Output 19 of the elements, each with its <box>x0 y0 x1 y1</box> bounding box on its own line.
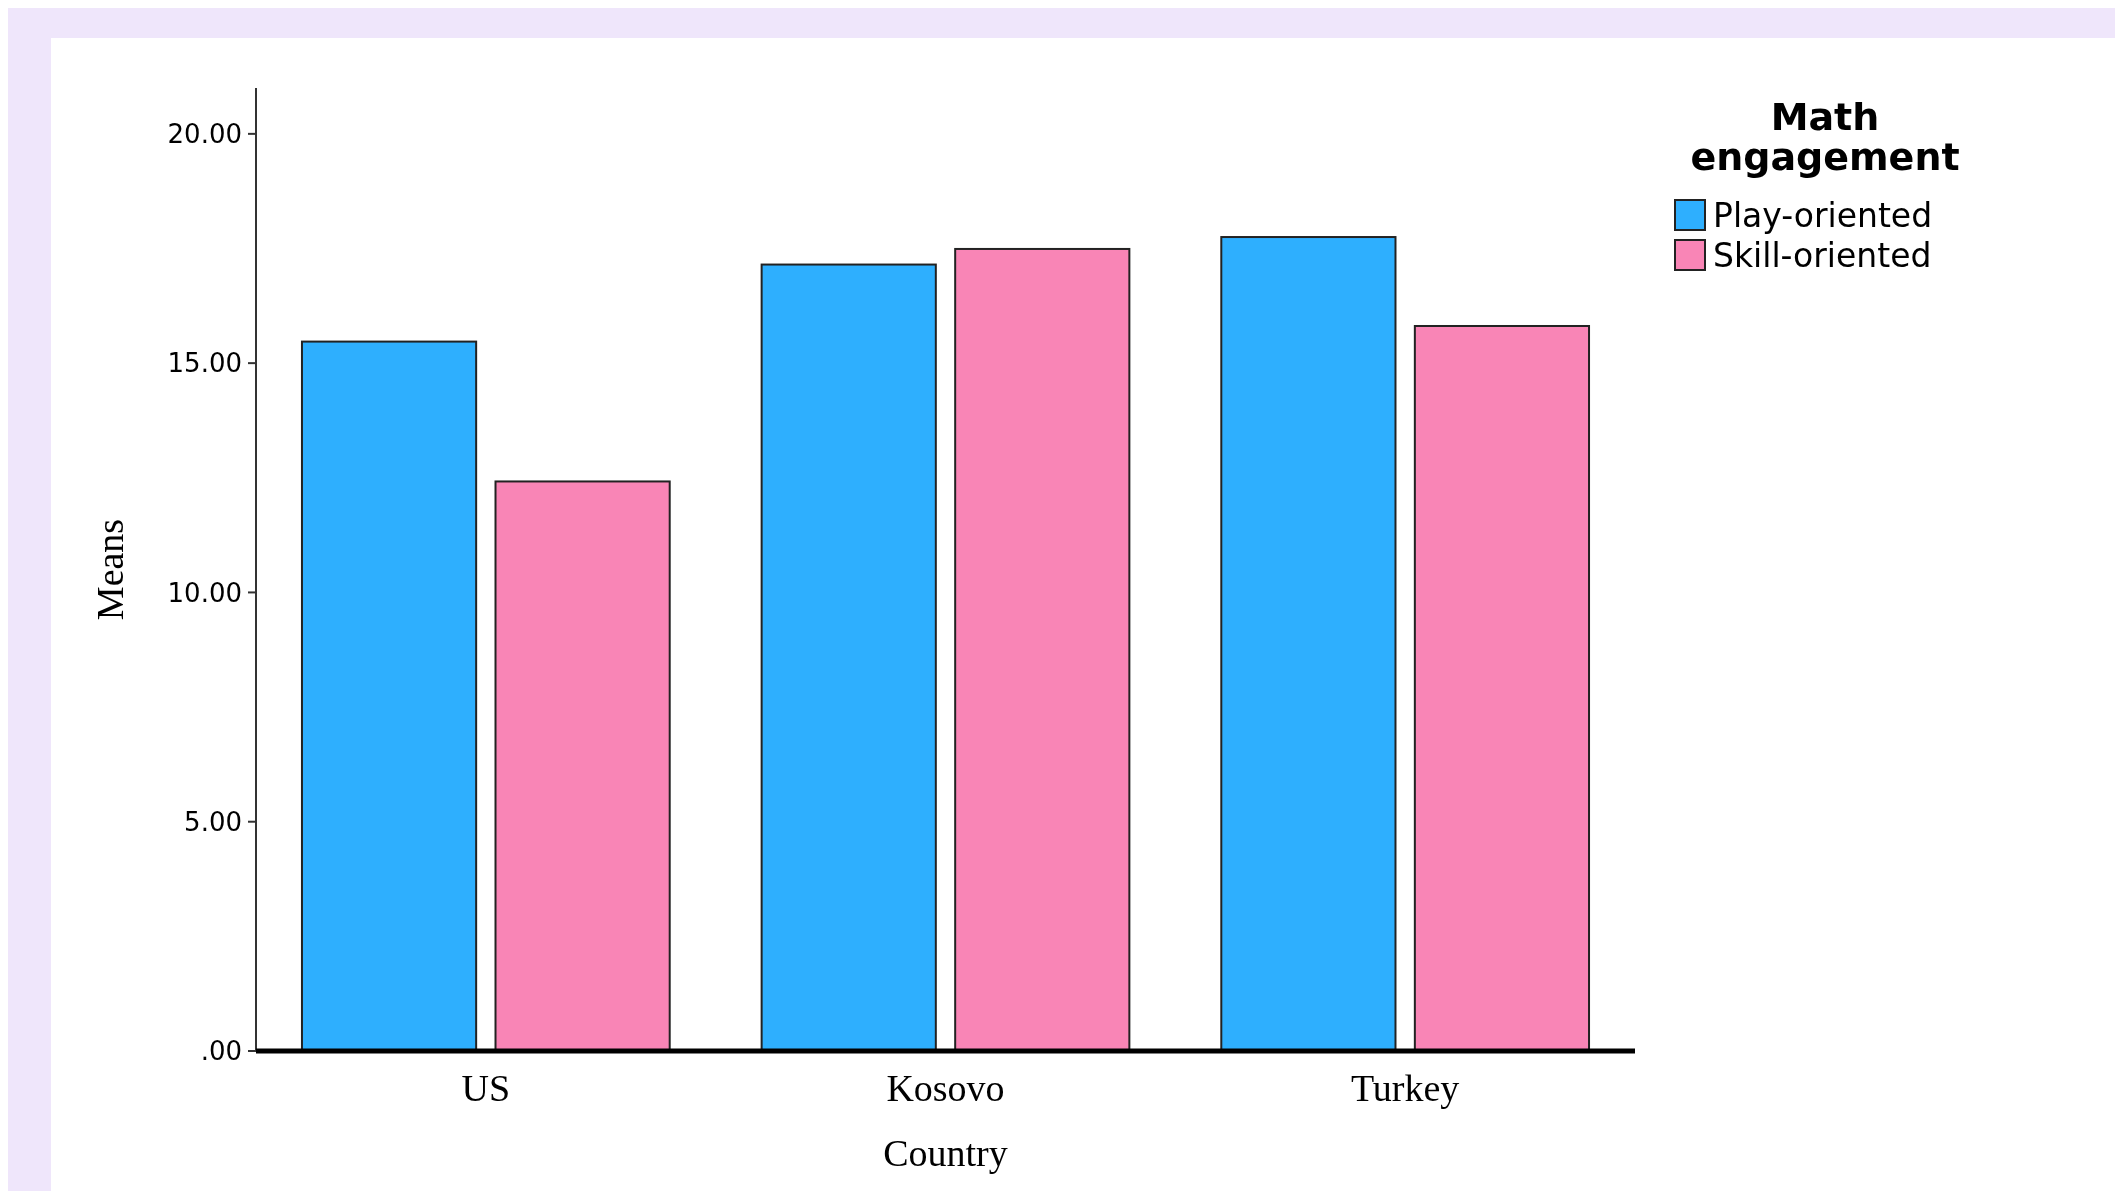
y-tick-label: 5.00 <box>184 806 242 837</box>
legend-label: Skill-oriented <box>1713 235 1932 275</box>
legend-title: Math engagement <box>1690 95 1960 179</box>
x-tick-label: US <box>461 1067 511 1109</box>
y-tick-label: 10.00 <box>167 577 242 608</box>
bar <box>760 263 937 1052</box>
bar <box>300 340 478 1052</box>
x-tick-label: Kosovo <box>886 1067 1005 1109</box>
bar <box>954 247 1131 1052</box>
bar <box>1413 325 1591 1052</box>
y-tick-label: 15.00 <box>167 348 242 379</box>
bar <box>1220 236 1397 1052</box>
legend-label: Play-oriented <box>1713 195 1933 235</box>
bar <box>494 480 671 1052</box>
y-tick-label: 20.00 <box>167 118 242 149</box>
x-axis-title: Country <box>883 1132 1008 1174</box>
y-tick-label: .00 <box>200 1036 242 1067</box>
y-axis-title: Means <box>89 518 131 621</box>
x-tick-label: Turkey <box>1350 1067 1460 1109</box>
